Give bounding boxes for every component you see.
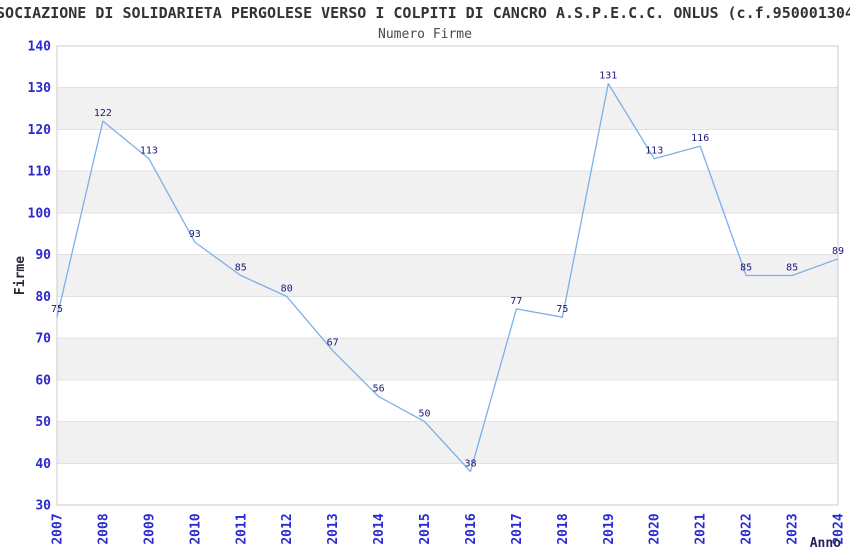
series-line <box>56 82 839 473</box>
data-point-label: 116 <box>691 133 709 144</box>
y-tick-label: 40 <box>35 457 51 472</box>
x-axis-title: Anno <box>810 536 841 550</box>
band-stripe <box>57 338 838 380</box>
plot-border <box>56 45 839 506</box>
data-point-label: 50 <box>418 409 430 420</box>
data-point-label: 75 <box>556 304 568 315</box>
data-point-label: 122 <box>94 108 112 119</box>
x-tick-label: 2023 <box>786 513 801 544</box>
data-point-label: 85 <box>235 263 247 274</box>
y-tick-label: 110 <box>28 165 52 180</box>
data-point-label: 131 <box>599 71 617 82</box>
band-stripe <box>57 87 838 130</box>
data-point-label: 77 <box>510 296 522 307</box>
data-point-label: 85 <box>786 263 798 274</box>
data-point-label: 113 <box>645 146 663 157</box>
data-point-label: 56 <box>373 384 385 395</box>
y-tick-label: 100 <box>28 206 52 221</box>
y-tick-label: 120 <box>28 123 52 138</box>
band-stripe <box>57 254 838 297</box>
x-tick-label: 2011 <box>234 513 249 544</box>
y-tick-label: 50 <box>35 415 51 430</box>
data-point-label: 80 <box>281 283 293 294</box>
data-point-label: 89 <box>832 246 844 257</box>
x-tick-label: 2010 <box>188 513 203 544</box>
x-tick-label: 2007 <box>51 513 66 544</box>
x-tick-label: 2018 <box>556 513 571 544</box>
x-tick-label: 2020 <box>648 513 663 544</box>
y-tick-label: 60 <box>35 373 51 388</box>
x-tick-label: 2017 <box>510 513 525 544</box>
data-point-label: 113 <box>140 146 158 157</box>
y-tick-label: 30 <box>35 499 51 514</box>
y-axis-title: Firme <box>13 256 28 295</box>
x-tick-label: 2024 <box>832 513 847 544</box>
x-tick-label: 2009 <box>142 513 157 544</box>
data-point-label: 75 <box>51 304 63 315</box>
y-tick-label: 140 <box>28 40 52 55</box>
x-tick-label: 2013 <box>326 513 341 544</box>
x-tick-label: 2014 <box>372 513 387 544</box>
data-point-label: 67 <box>327 338 339 349</box>
x-tick-label: 2021 <box>694 513 709 544</box>
y-tick-label: 90 <box>35 248 51 263</box>
band-stripe <box>57 421 838 464</box>
band-stripe <box>57 171 838 213</box>
x-tick-label: 2022 <box>740 513 755 544</box>
chart-title: SOCIAZIONE DI SOLIDARIETA PERGOLESE VERS… <box>0 4 850 22</box>
data-point-label: 85 <box>740 263 752 274</box>
x-tick-label: 2019 <box>602 513 617 544</box>
data-point-label: 93 <box>189 229 201 240</box>
x-tick-label: 2008 <box>96 513 111 544</box>
x-tick-label: 2012 <box>280 513 295 544</box>
y-tick-label: 70 <box>35 332 51 347</box>
x-tick-label: 2015 <box>418 513 433 544</box>
y-tick-label: 130 <box>28 81 52 96</box>
chart-subtitle: Numero Firme <box>378 27 472 42</box>
y-tick-label: 80 <box>35 290 51 305</box>
data-point-label: 38 <box>464 459 476 470</box>
x-tick-label: 2016 <box>464 513 479 544</box>
